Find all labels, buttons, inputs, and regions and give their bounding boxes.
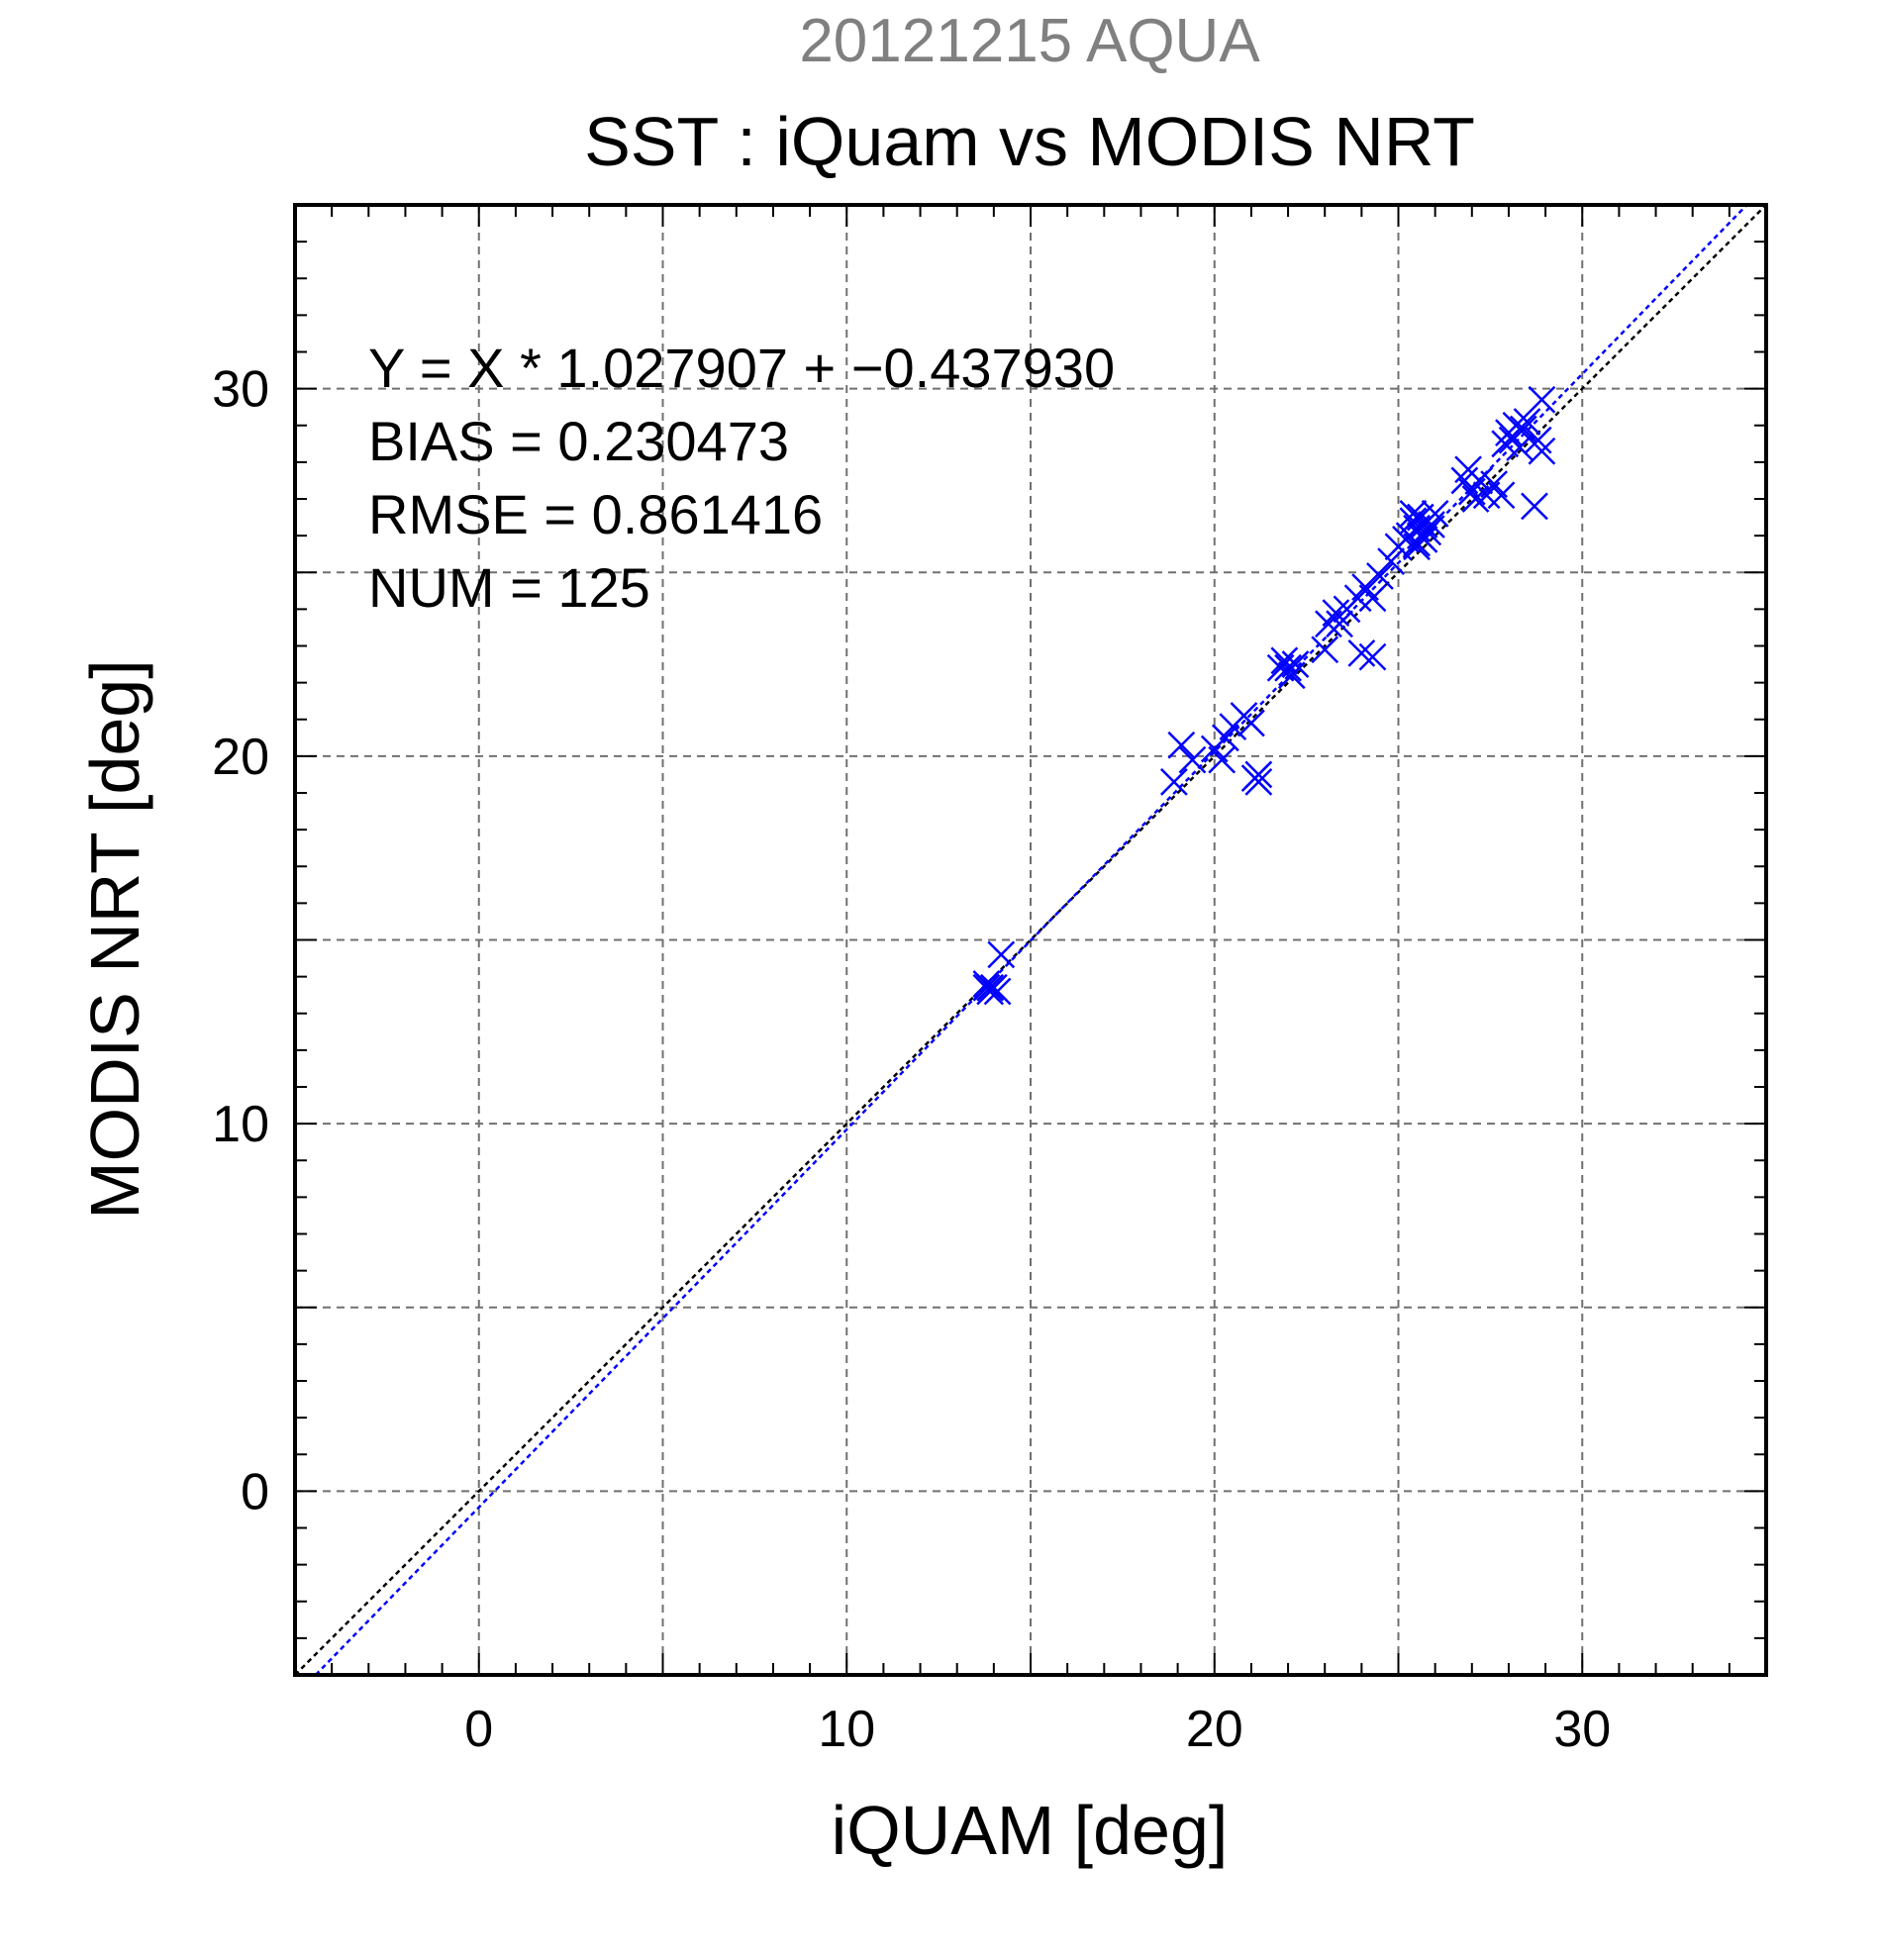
data-point (1244, 760, 1273, 789)
data-point (1322, 599, 1350, 627)
data-point-stroke (1277, 661, 1306, 690)
data-point (1418, 511, 1445, 539)
data-point (1366, 562, 1394, 590)
data-point-stroke (1414, 518, 1442, 546)
chart-title: SST : iQuam vs MODIS NRT (584, 103, 1475, 180)
data-point-stroke (1358, 642, 1387, 671)
x-tick-label: 30 (1553, 1701, 1611, 1758)
data-point-stroke (1347, 639, 1376, 667)
stat-bias: BIAS = 0.230473 (368, 410, 789, 472)
data-point-stroke (983, 977, 1012, 1006)
data-point-stroke (1506, 434, 1534, 461)
data-point (1521, 492, 1548, 521)
data-point (1506, 434, 1534, 461)
data-point-stroke (1528, 385, 1556, 414)
data-point (1403, 533, 1431, 561)
y-tick-label: 0 (241, 1463, 269, 1520)
data-point-stroke (1274, 653, 1302, 682)
data-point (1509, 415, 1537, 443)
data-point-stroke (1513, 408, 1541, 436)
stat-num: NUM = 125 (368, 556, 650, 619)
y-tick-label: 20 (212, 729, 269, 786)
data-point-stroke (1322, 599, 1350, 627)
data-point-stroke (1238, 709, 1265, 737)
x-tick-label: 10 (818, 1701, 875, 1758)
data-point (1244, 767, 1273, 796)
data-point (1358, 584, 1387, 613)
data-point-stroke (1480, 470, 1508, 499)
data-point-stroke (1244, 767, 1273, 796)
data-point (1347, 639, 1376, 667)
data-point-stroke (987, 940, 1016, 969)
data-point-stroke (1326, 610, 1353, 638)
data-point-stroke (1358, 584, 1387, 613)
data-point-stroke (1461, 485, 1490, 513)
data-point-stroke (1281, 650, 1310, 678)
data-point (1238, 709, 1265, 737)
stats-box: Y = X * 1.027907 + −0.437930 BIAS = 0.23… (368, 337, 1115, 619)
data-point (1326, 610, 1353, 638)
data-point-stroke (1450, 466, 1479, 495)
data-point-stroke (1377, 547, 1405, 575)
data-point-stroke (1270, 646, 1299, 675)
data-point (1524, 426, 1552, 454)
data-point-stroke (1351, 573, 1379, 601)
data-point-stroke (1465, 466, 1494, 495)
data-point (1487, 481, 1516, 510)
data-point-stroke (1160, 767, 1188, 796)
data-point-stroke (1524, 426, 1552, 454)
y-tick-label: 10 (212, 1096, 269, 1153)
data-point-stroke (1521, 492, 1548, 521)
data-point-stroke (1528, 437, 1556, 465)
data-point (1277, 661, 1306, 690)
data-point (1178, 745, 1207, 774)
data-point-stroke (1403, 533, 1431, 561)
data-point-stroke (1366, 562, 1394, 590)
x-tick-label: 0 (464, 1701, 493, 1758)
stat-rmse: RMSE = 0.861416 (368, 483, 823, 545)
x-tick-label: 20 (1186, 1701, 1243, 1758)
data-point (1281, 650, 1310, 678)
data-point (1167, 731, 1196, 759)
data-point (1461, 485, 1490, 513)
data-point (983, 977, 1012, 1006)
data-point (1377, 547, 1405, 575)
data-point (1274, 653, 1302, 682)
chart-supertitle: 20121215 AQUA (799, 7, 1260, 75)
data-point-stroke (1491, 430, 1520, 458)
y-axis-label: MODIS NRT [deg] (76, 659, 153, 1219)
data-point-stroke (1509, 415, 1537, 443)
data-point (976, 973, 1005, 1002)
data-points (972, 385, 1556, 1006)
data-point-stroke (1421, 499, 1449, 528)
fit-line (314, 204, 1748, 1676)
data-point-stroke (1487, 481, 1516, 510)
data-point-stroke (976, 973, 1005, 1002)
plot-frame (293, 203, 1768, 1677)
data-point (1414, 518, 1442, 546)
x-axis-label: iQUAM [deg] (832, 1792, 1229, 1869)
data-point (987, 940, 1016, 969)
y-tick-label: 30 (212, 361, 269, 419)
data-point (1513, 408, 1541, 436)
data-point-stroke (1167, 731, 1196, 759)
data-point (1421, 499, 1449, 528)
data-point (1160, 767, 1188, 796)
data-point-stroke (1244, 760, 1273, 789)
data-point (1311, 636, 1339, 664)
stat-regression: Y = X * 1.027907 + −0.437930 (368, 337, 1115, 399)
data-point (1528, 437, 1556, 465)
tick-labels: 0 10 20 30 0 10 20 30 (212, 361, 1611, 1758)
data-point-stroke (1178, 745, 1207, 774)
data-point (1270, 646, 1299, 675)
data-point-stroke (1311, 636, 1339, 664)
data-point (1528, 385, 1556, 414)
data-point-stroke (1418, 511, 1445, 539)
data-point (1358, 642, 1387, 671)
data-point-stroke (1208, 745, 1237, 774)
